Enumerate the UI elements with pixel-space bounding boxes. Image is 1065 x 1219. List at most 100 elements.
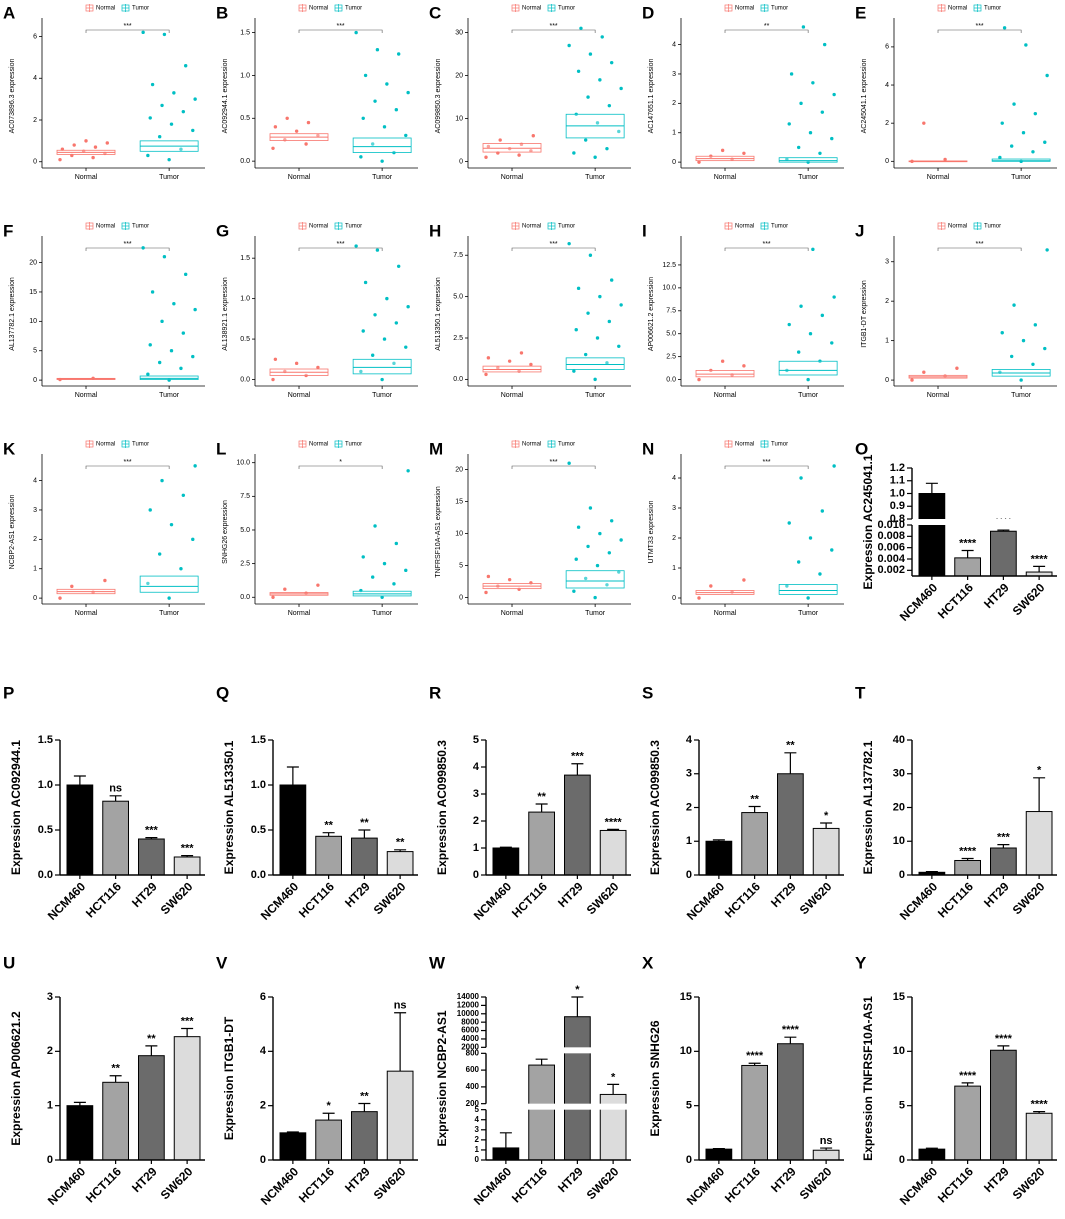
data-point bbox=[593, 595, 597, 600]
legend-label: Normal bbox=[96, 442, 115, 448]
data-point bbox=[179, 567, 183, 571]
y-tick-label: 6 bbox=[260, 991, 266, 1003]
panel-letter: Q bbox=[216, 683, 229, 702]
data-point bbox=[576, 525, 581, 529]
y-tick-label: 30 bbox=[455, 29, 463, 36]
y-tick-label: 2 bbox=[33, 536, 37, 543]
data-point bbox=[58, 157, 62, 162]
y-tick-label: 1.5 bbox=[38, 734, 53, 746]
x-tick-label: HCT116 bbox=[509, 879, 550, 920]
y-tick-label: 1.1 bbox=[890, 475, 905, 487]
error-bar bbox=[286, 766, 299, 785]
y-tick-label: 0.5 bbox=[38, 824, 53, 836]
data-point bbox=[191, 354, 195, 359]
significance-bracket bbox=[298, 29, 383, 33]
y-tick-label: 1.2 bbox=[890, 462, 905, 474]
error-bar bbox=[499, 846, 512, 848]
y-tick-label: 15 bbox=[680, 991, 692, 1003]
data-point bbox=[162, 32, 167, 37]
legend-label: Tumor bbox=[771, 224, 788, 230]
bar bbox=[386, 851, 414, 876]
bar bbox=[492, 847, 520, 876]
bar bbox=[279, 784, 307, 876]
data-point bbox=[181, 331, 186, 335]
significance-label: **** bbox=[959, 845, 977, 857]
data-point bbox=[354, 30, 358, 35]
bar bbox=[812, 827, 840, 876]
significance-label: ** bbox=[147, 1033, 156, 1045]
data-point bbox=[193, 464, 197, 468]
y-tick-label: 0.5 bbox=[240, 115, 250, 122]
panel: L SNHG26 expression 0.0 2.5 5.0 7.5 10.0 Normal… bbox=[216, 439, 418, 617]
y-tick-label: 10 bbox=[455, 115, 463, 122]
y-axis-label: AC245041.1 expression bbox=[861, 59, 868, 134]
data-point bbox=[742, 578, 746, 582]
x-tick-label: SW620 bbox=[1010, 879, 1048, 917]
data-point bbox=[517, 153, 521, 157]
data-point bbox=[141, 246, 145, 250]
y-tick-label: 20 bbox=[29, 259, 37, 266]
y-tick-label: 0 bbox=[33, 377, 37, 384]
significance-label: * bbox=[611, 1071, 616, 1083]
y-tick-label: 0.008 bbox=[877, 530, 905, 542]
data-point bbox=[697, 596, 701, 600]
data-point bbox=[574, 328, 578, 332]
bar bbox=[705, 840, 733, 876]
data-point bbox=[498, 138, 502, 142]
significance-label: *** bbox=[145, 825, 159, 837]
error-bar bbox=[1033, 565, 1046, 573]
x-tick-label: Normal bbox=[501, 392, 524, 399]
x-tick-label: SW620 bbox=[584, 879, 622, 917]
data-point bbox=[183, 64, 188, 68]
legend-label: Tumor bbox=[132, 224, 149, 230]
data-point bbox=[58, 596, 62, 600]
error-bar bbox=[73, 1101, 86, 1106]
panel-letter: T bbox=[855, 683, 866, 702]
data-point bbox=[157, 134, 162, 139]
y-axis-label: NCBP2-AS1 expression bbox=[9, 495, 16, 570]
data-point bbox=[160, 478, 164, 483]
data-point bbox=[789, 72, 794, 76]
y-tick-label: 4 bbox=[475, 1115, 480, 1124]
error-bar bbox=[109, 795, 122, 802]
x-tick-label: Normal bbox=[75, 174, 98, 181]
data-point bbox=[380, 595, 384, 599]
panel: K NCBP2-AS1 expression 0 1 2 3 4 Normal Tumor Nor… bbox=[3, 439, 205, 617]
y-axis-label: Expression SNHG26 bbox=[648, 1020, 662, 1136]
data-point bbox=[271, 377, 275, 382]
x-tick-label: NCM460 bbox=[897, 1164, 941, 1208]
data-point bbox=[316, 133, 320, 138]
data-point bbox=[396, 264, 401, 268]
legend-label: Normal bbox=[96, 224, 115, 230]
x-tick-label: HCT116 bbox=[509, 1164, 550, 1205]
panel: N UTMT33 expression 0 1 2 3 4 Normal Tumor Normal… bbox=[642, 439, 844, 617]
panel-letter: P bbox=[3, 683, 14, 702]
bar bbox=[1025, 1112, 1053, 1161]
x-tick-label: Normal bbox=[714, 392, 737, 399]
y-tick-label: 2 bbox=[33, 117, 37, 124]
data-point bbox=[382, 561, 387, 566]
error-bar bbox=[997, 1045, 1010, 1051]
bar bbox=[315, 1119, 342, 1161]
y-tick-label: 0 bbox=[899, 1154, 905, 1166]
data-point bbox=[830, 548, 834, 552]
data-point bbox=[1043, 140, 1047, 144]
data-point bbox=[567, 461, 571, 465]
y-axis-label: TNFRSF10A-AS1 expression bbox=[435, 486, 442, 578]
data-point bbox=[811, 81, 815, 85]
y-tick-label: 0 bbox=[672, 159, 676, 166]
y-axis-label: AL138921.1 expression bbox=[222, 277, 229, 351]
legend-label: Normal bbox=[948, 224, 967, 230]
data-point bbox=[1012, 102, 1016, 106]
data-point bbox=[1021, 338, 1026, 343]
data-point bbox=[796, 350, 801, 354]
panel-letter: K bbox=[3, 439, 16, 458]
error-bar bbox=[535, 1058, 548, 1066]
y-axis-label: AL137782.1 expression bbox=[9, 277, 16, 351]
panel-letter: S bbox=[642, 683, 653, 702]
data-point bbox=[529, 362, 533, 367]
data-point bbox=[796, 560, 801, 564]
data-point bbox=[742, 151, 746, 156]
error-bar bbox=[784, 752, 797, 774]
data-point bbox=[787, 322, 791, 327]
